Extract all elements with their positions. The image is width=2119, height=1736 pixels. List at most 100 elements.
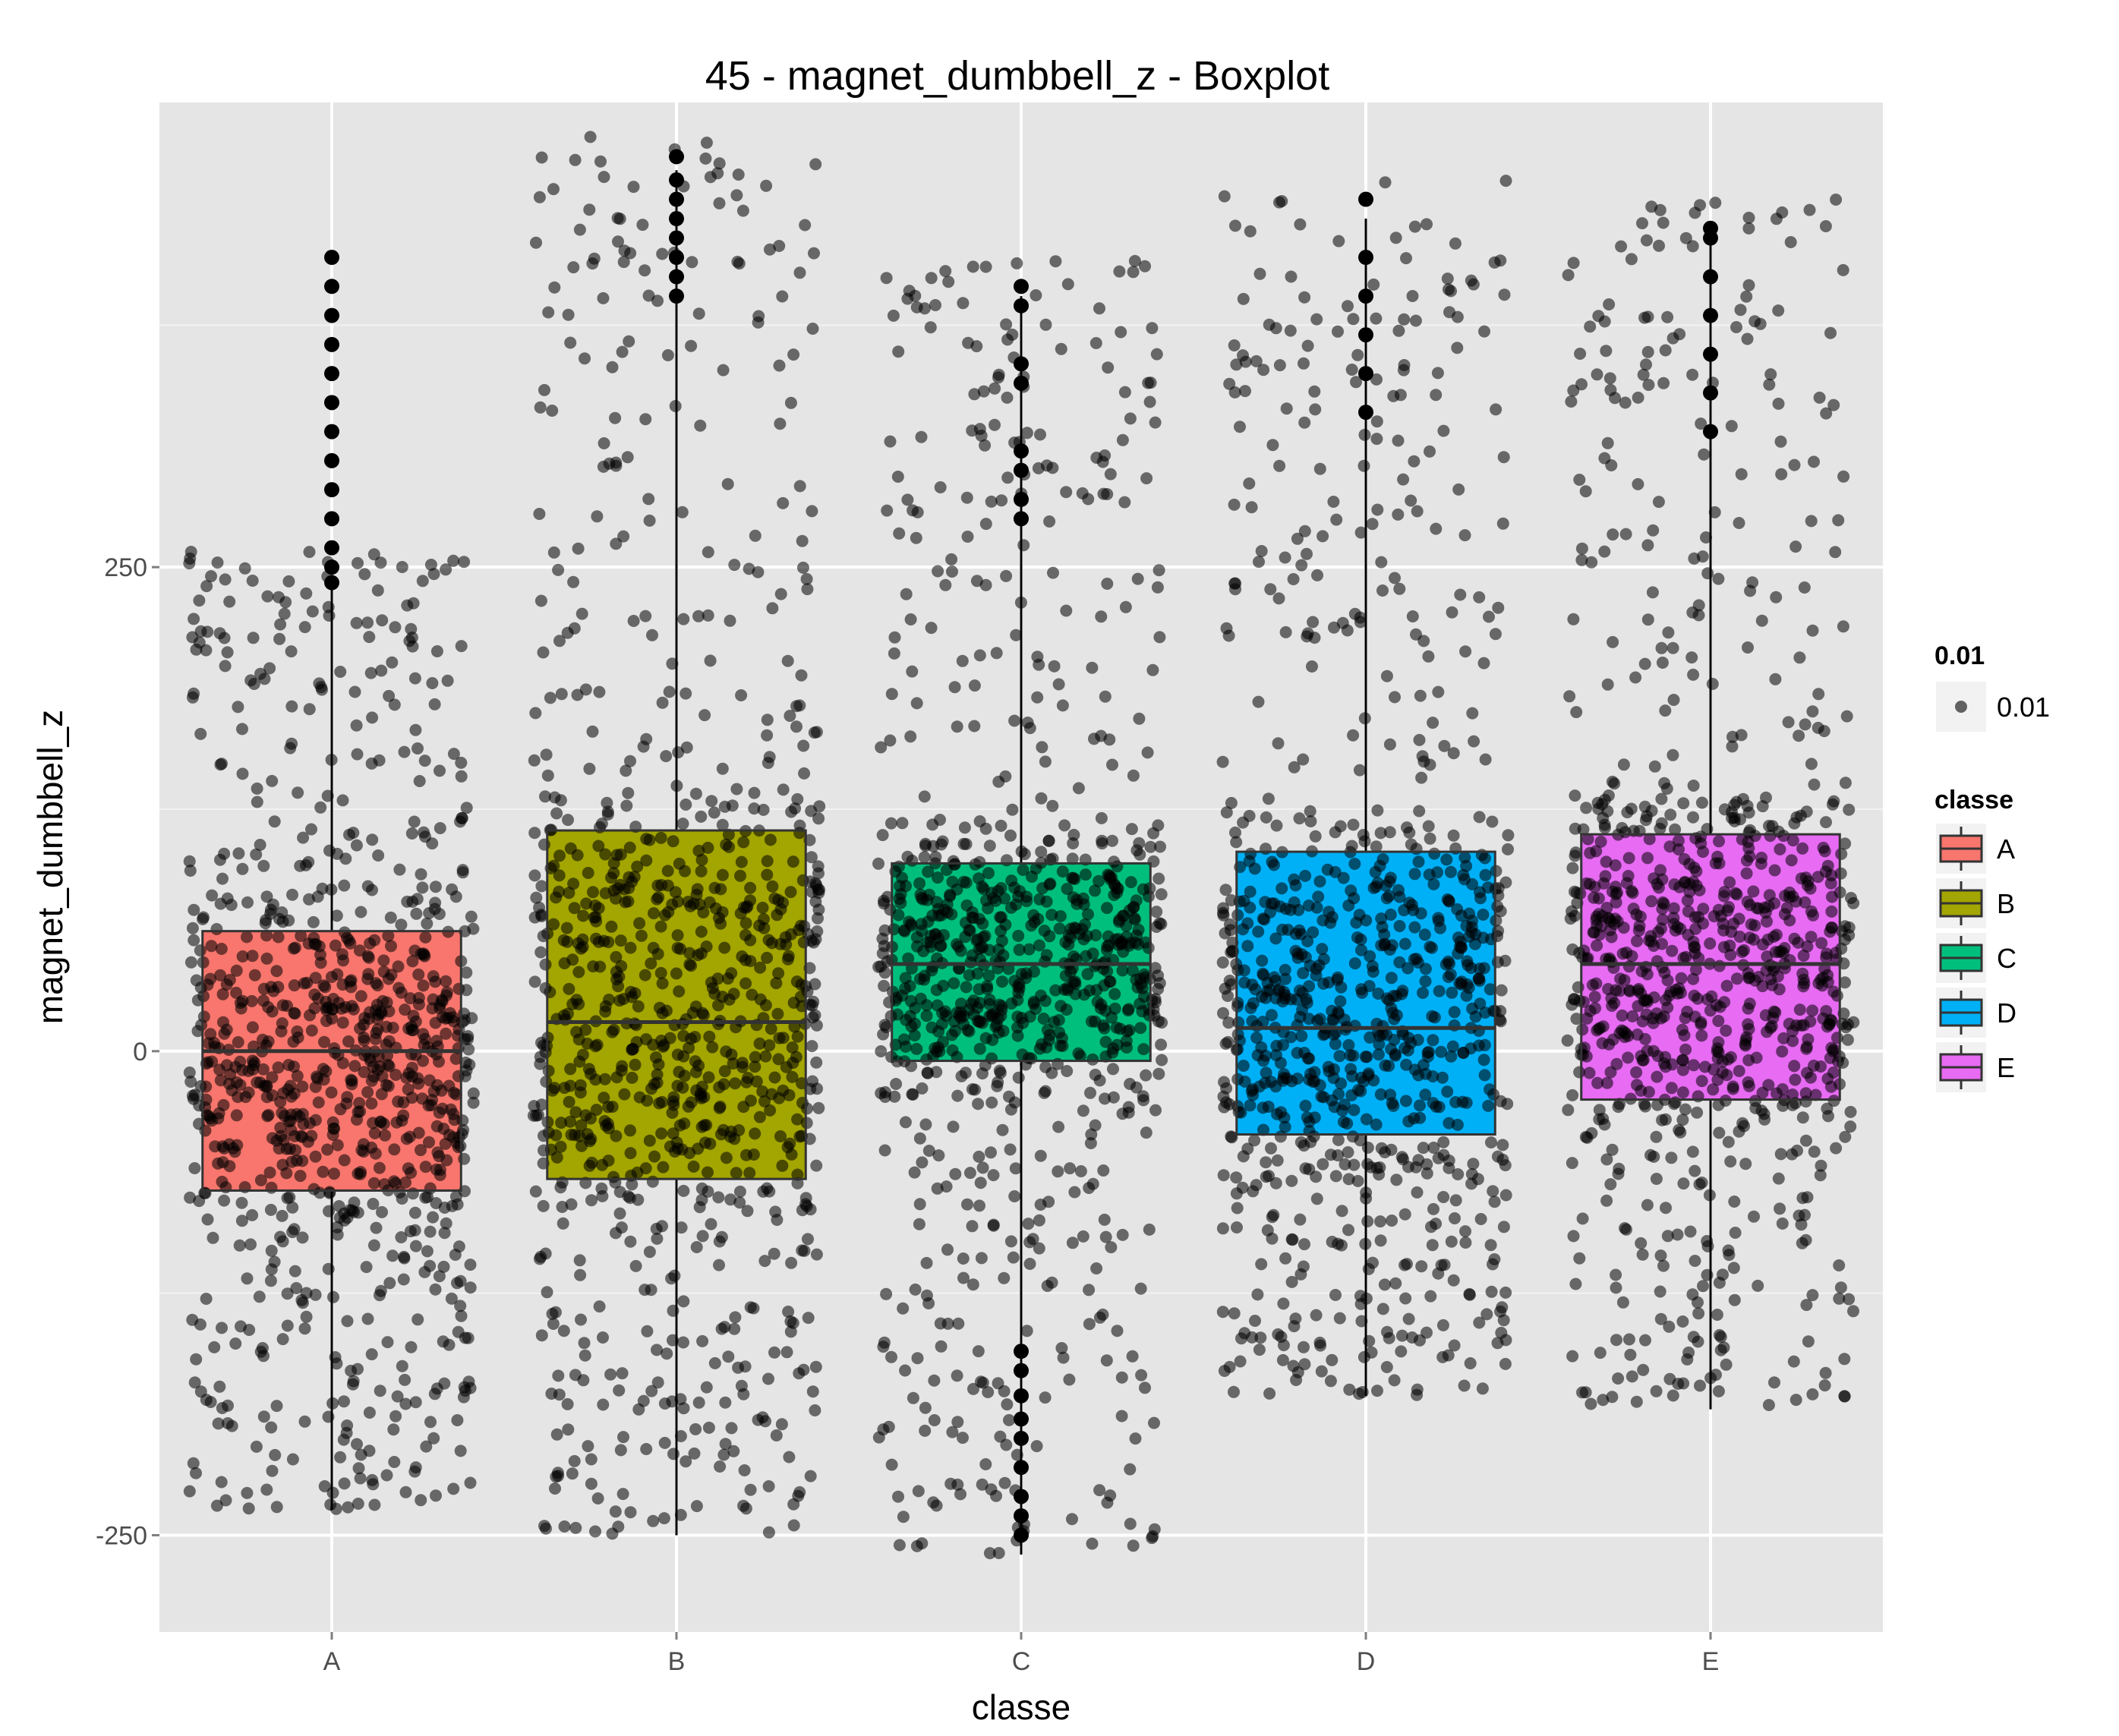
jitter-point [270,1501,283,1514]
jitter-point [428,903,441,915]
jitter-point [286,888,298,901]
jitter-point [537,646,550,659]
jitter-point [692,1059,705,1072]
jitter-point [1755,852,1768,864]
jitter-point [1378,939,1391,952]
outlier-point-C [1014,1363,1029,1378]
jitter-point [616,345,629,358]
jitter-point [986,1034,999,1046]
outlier-point-B [669,211,684,227]
jitter-point [728,1322,741,1335]
jitter-point [771,1214,784,1226]
jitter-point [968,388,981,401]
jitter-point [236,767,249,780]
jitter-point [210,1499,223,1512]
jitter-point [370,1221,383,1234]
jitter-point [1361,1215,1374,1227]
jitter-point [1448,1339,1461,1352]
jitter-point [406,955,419,968]
jitter-point [1724,1155,1737,1168]
jitter-point [632,1403,645,1416]
outlier-point-A [324,279,339,295]
jitter-point [1635,1084,1648,1097]
x-axis-title: classe [972,1687,1071,1727]
jitter-point [421,1245,434,1258]
jitter-point [1679,1043,1692,1056]
jitter-point [1776,1217,1789,1230]
jitter-point [1654,1285,1667,1298]
jitter-point [351,1438,363,1451]
jitter-point [1007,1251,1020,1264]
jitter-point [1009,1162,1022,1175]
jitter-point [1676,1023,1689,1036]
jitter-point [694,1089,707,1102]
jitter-point [1686,606,1699,619]
jitter-point [266,1132,279,1145]
jitter-point [928,1374,941,1387]
jitter-point [656,247,669,260]
jitter-point [1310,313,1323,326]
jitter-point [1294,1213,1307,1226]
jitter-point [366,1473,379,1486]
jitter-point [1468,735,1480,748]
jitter-point [287,942,300,955]
jitter-point [808,247,820,260]
jitter-point [361,880,374,893]
jitter-point [1110,1021,1123,1034]
jitter-point [654,920,667,933]
jitter-point [583,1135,596,1148]
jitter-point [957,1252,970,1265]
jitter-point [1739,1158,1752,1170]
jitter-point [1089,337,1102,349]
jitter-point [1783,1017,1796,1030]
jitter-point [1021,717,1034,729]
jitter-point [1418,928,1431,941]
jitter-point [568,1454,581,1467]
jitter-point [1077,1104,1089,1117]
jitter-point [1250,1179,1263,1192]
jitter-point [1792,936,1805,949]
jitter-point [1687,780,1700,792]
jitter-point [382,929,395,942]
jitter-point [1265,1142,1277,1155]
jitter-point [1254,1331,1267,1344]
jitter-point [1326,1094,1339,1107]
jitter-point [1099,1035,1112,1048]
jitter-point [1640,234,1653,247]
jitter-point [578,1337,591,1350]
jitter-point [946,1426,959,1438]
jitter-point [806,999,818,1012]
jitter-point [1742,806,1755,819]
jitter-point [876,829,889,842]
jitter-point [1388,1374,1401,1387]
jitter-point [437,1123,450,1135]
jitter-point [1797,973,1810,986]
jitter-point [906,854,919,867]
jitter-point [1298,291,1311,304]
jitter-point [1797,1019,1810,1032]
jitter-point [1346,1130,1359,1143]
jitter-point [433,1106,446,1119]
jitter-point [282,914,295,927]
jitter-point [1742,1054,1755,1066]
jitter-point [1139,1382,1151,1394]
jitter-point [564,1063,577,1076]
jitter-point [904,994,917,1007]
jitter-point [1373,859,1386,872]
jitter-point [1228,1307,1241,1320]
jitter-point [428,698,441,710]
jitter-point [702,1071,715,1084]
jitter-point [766,602,779,615]
jitter-point [1742,1002,1755,1015]
jitter-point [382,1079,395,1092]
jitter-point [610,950,623,963]
jitter-point [944,890,957,903]
jitter-point [621,451,634,464]
jitter-point [768,1247,780,1260]
jitter-point [528,975,541,988]
jitter-point [204,1028,217,1041]
jitter-point [1430,522,1443,535]
jitter-point [601,808,614,821]
jitter-point [913,1132,926,1145]
jitter-point [1260,811,1272,824]
